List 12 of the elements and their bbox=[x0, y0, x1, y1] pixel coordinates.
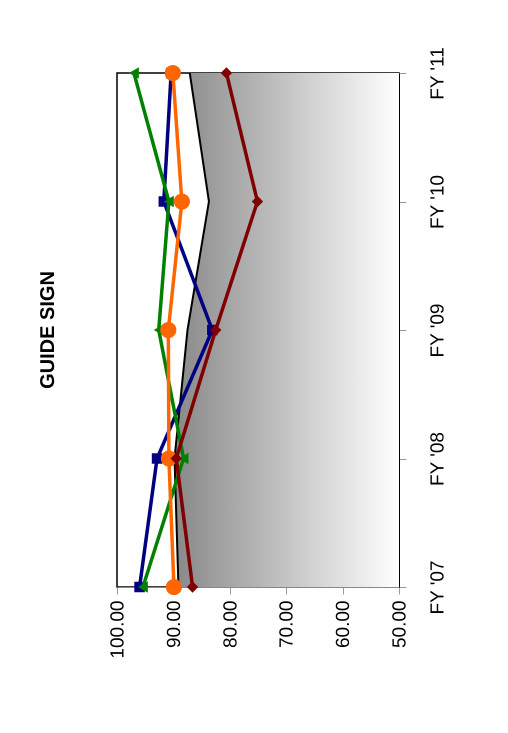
text: GUIDE SIGN bbox=[37, 271, 59, 389]
y-tick-label: FY '11 bbox=[428, 47, 448, 100]
x-tick-label: 60.00 bbox=[333, 600, 354, 648]
y-tick-label: FY '08 bbox=[428, 432, 448, 486]
y-tick-label: FY '10 bbox=[428, 175, 448, 229]
x-tick-label: 50.00 bbox=[390, 600, 410, 648]
y-tick-label: FY '09 bbox=[428, 304, 448, 358]
x-tick-label: 90.00 bbox=[164, 600, 185, 648]
x-tick-label: 100.00 bbox=[108, 600, 128, 659]
y-tick-label: FY '07 bbox=[428, 560, 448, 614]
x-tick-label: 80.00 bbox=[220, 600, 242, 648]
x-tick-label: 70.00 bbox=[276, 600, 298, 648]
